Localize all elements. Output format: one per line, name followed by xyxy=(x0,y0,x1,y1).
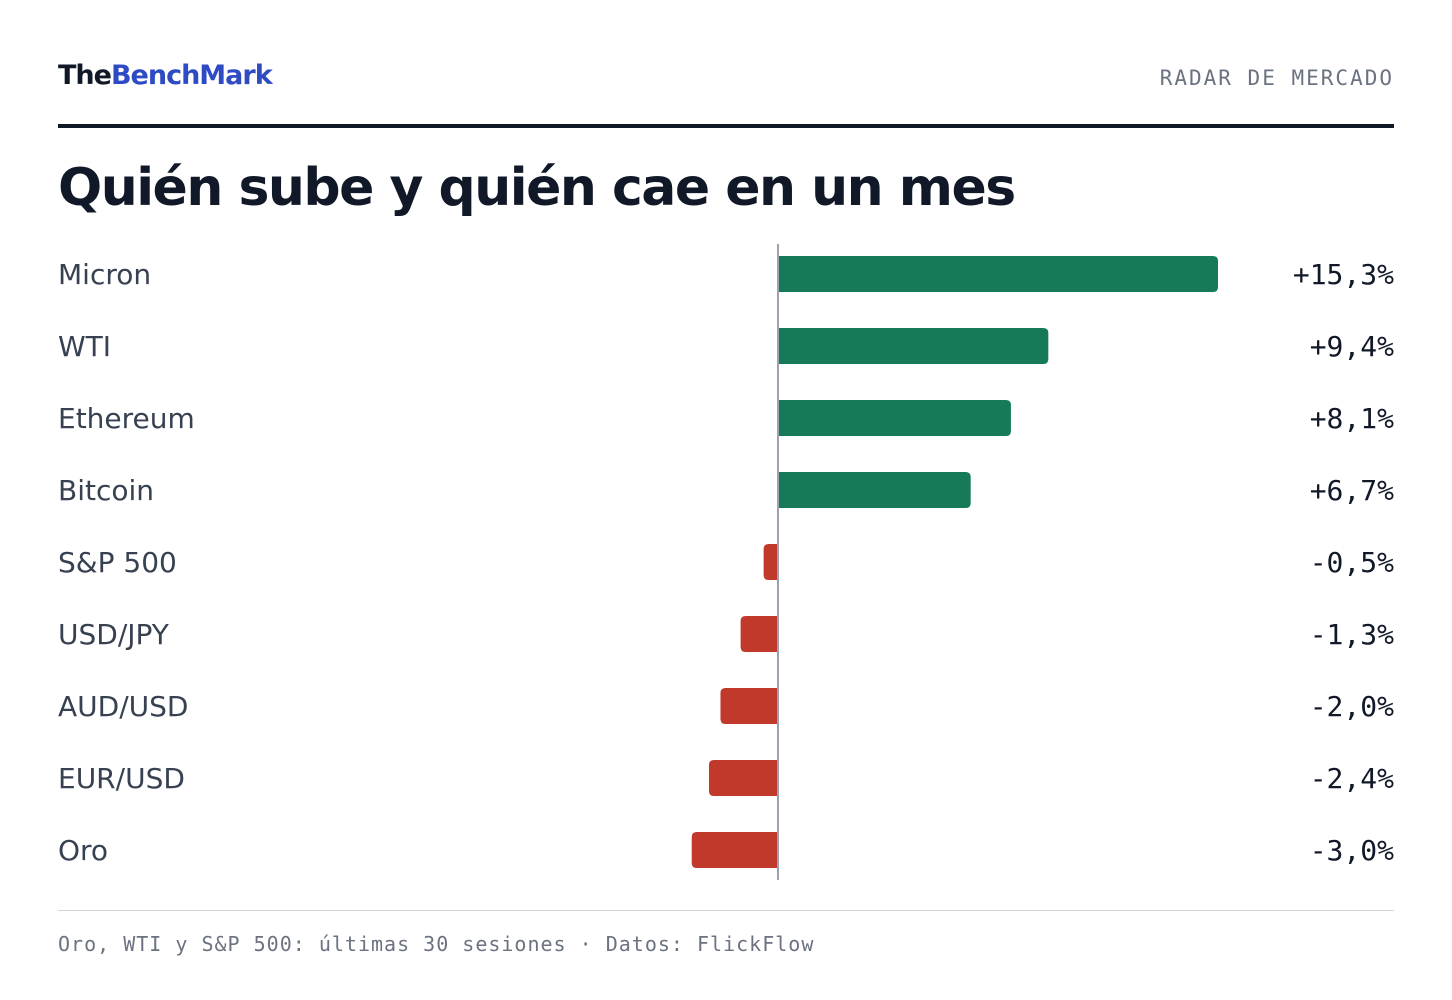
value-label: +15,3% xyxy=(1293,258,1394,291)
category-label: EUR/USD xyxy=(58,762,185,795)
logo-text-the: The xyxy=(58,60,112,91)
value-label: +8,1% xyxy=(1310,402,1394,435)
brand-logo[interactable]: TheBenchMark xyxy=(58,60,273,91)
section-label: RADAR DE MERCADO xyxy=(1159,66,1394,90)
value-label: -2,4% xyxy=(1310,762,1394,795)
bar-negative xyxy=(740,616,778,652)
category-label: USD/JPY xyxy=(58,618,170,651)
header: TheBenchMark RADAR DE MERCADO xyxy=(58,58,1394,98)
logo-text-benchmark: BenchMark xyxy=(110,60,273,91)
category-label: Oro xyxy=(58,834,108,867)
bar-positive xyxy=(778,400,1011,436)
bar-positive xyxy=(778,328,1049,364)
bar-negative xyxy=(720,688,778,724)
category-label: Bitcoin xyxy=(58,474,154,507)
footer-divider xyxy=(58,910,1394,911)
footer-note: Oro, WTI y S&P 500: últimas 30 sesiones … xyxy=(58,932,815,956)
category-label: AUD/USD xyxy=(58,690,188,723)
bar-positive xyxy=(778,256,1218,292)
bar-negative xyxy=(763,544,778,580)
value-label: +9,4% xyxy=(1310,330,1394,363)
bar-positive xyxy=(778,472,971,508)
value-label: +6,7% xyxy=(1310,474,1394,507)
category-label: Micron xyxy=(58,258,151,291)
bar-negative xyxy=(708,760,778,796)
value-label: -0,5% xyxy=(1310,546,1394,579)
value-label: -3,0% xyxy=(1310,834,1394,867)
value-label: -1,3% xyxy=(1310,618,1394,651)
header-divider xyxy=(58,124,1394,128)
category-label: WTI xyxy=(58,330,111,363)
bar-negative xyxy=(691,832,778,868)
category-label: S&P 500 xyxy=(58,546,177,579)
chart-title: Quién sube y quién cae en un mes xyxy=(58,158,1016,218)
category-label: Ethereum xyxy=(58,402,195,435)
value-label: -2,0% xyxy=(1310,690,1394,723)
bar-chart: Micron +15,3% WTI +9,4% Ethereum +8,1% Bitcoin… xyxy=(58,244,1394,880)
